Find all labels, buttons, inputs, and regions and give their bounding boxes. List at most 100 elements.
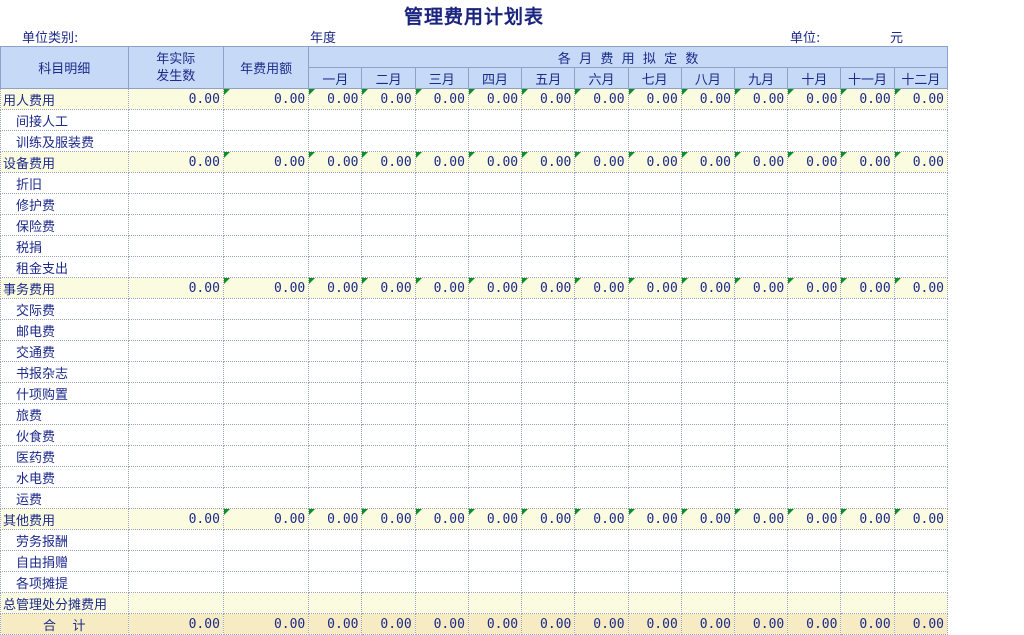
value-cell[interactable] bbox=[414, 592, 469, 614]
value-cell[interactable] bbox=[787, 592, 842, 614]
value-cell[interactable] bbox=[574, 256, 629, 278]
value-cell[interactable]: 0.00 bbox=[840, 151, 895, 173]
value-cell[interactable] bbox=[467, 130, 523, 152]
value-cell[interactable] bbox=[467, 382, 523, 404]
value-cell[interactable] bbox=[361, 298, 416, 320]
value-cell[interactable] bbox=[627, 130, 682, 152]
value-cell[interactable] bbox=[680, 319, 736, 341]
value-cell[interactable] bbox=[127, 214, 224, 236]
value-cell[interactable]: 0.00 bbox=[734, 277, 789, 299]
value-cell[interactable]: 0.00 bbox=[840, 508, 895, 530]
value-cell[interactable]: 0.00 bbox=[361, 277, 416, 299]
value-cell[interactable] bbox=[521, 466, 576, 488]
value-cell[interactable] bbox=[627, 193, 682, 215]
value-cell[interactable] bbox=[734, 571, 789, 593]
value-cell[interactable] bbox=[361, 445, 416, 467]
value-cell[interactable] bbox=[893, 382, 949, 404]
value-cell[interactable] bbox=[222, 382, 310, 404]
value-cell[interactable] bbox=[840, 130, 895, 152]
header-month-4[interactable]: 四月 bbox=[467, 67, 523, 89]
value-cell[interactable] bbox=[222, 403, 310, 425]
value-cell[interactable] bbox=[308, 340, 363, 362]
value-cell[interactable] bbox=[414, 256, 469, 278]
value-cell[interactable] bbox=[574, 193, 629, 215]
value-cell[interactable] bbox=[308, 361, 363, 383]
value-cell[interactable] bbox=[361, 319, 416, 341]
value-cell[interactable] bbox=[787, 340, 842, 362]
value-cell[interactable] bbox=[414, 340, 469, 362]
value-cell[interactable] bbox=[787, 529, 842, 551]
value-cell[interactable] bbox=[734, 214, 789, 236]
value-cell[interactable] bbox=[222, 592, 310, 614]
value-cell[interactable] bbox=[521, 298, 576, 320]
value-cell[interactable] bbox=[467, 445, 523, 467]
value-cell[interactable] bbox=[308, 172, 363, 194]
value-cell[interactable] bbox=[467, 109, 523, 131]
value-cell[interactable]: 0.00 bbox=[414, 508, 469, 530]
value-cell[interactable] bbox=[680, 172, 736, 194]
value-cell[interactable] bbox=[308, 403, 363, 425]
value-cell[interactable] bbox=[127, 340, 224, 362]
value-cell[interactable] bbox=[627, 214, 682, 236]
value-cell[interactable] bbox=[627, 424, 682, 446]
header-monthly-group[interactable]: 各 月 费 用 拟 定 数 bbox=[308, 46, 948, 68]
value-cell[interactable] bbox=[574, 214, 629, 236]
value-cell[interactable] bbox=[734, 109, 789, 131]
row-label[interactable]: 医药费 bbox=[0, 445, 129, 467]
header-month-1[interactable]: 一月 bbox=[308, 67, 363, 89]
value-cell[interactable] bbox=[734, 256, 789, 278]
value-cell[interactable] bbox=[414, 172, 469, 194]
value-cell[interactable] bbox=[627, 256, 682, 278]
value-cell[interactable] bbox=[361, 487, 416, 509]
row-label[interactable]: 税捐 bbox=[0, 235, 129, 257]
value-cell[interactable] bbox=[414, 529, 469, 551]
value-cell[interactable]: 0.00 bbox=[308, 613, 363, 635]
value-cell[interactable] bbox=[467, 340, 523, 362]
value-cell[interactable] bbox=[893, 130, 949, 152]
value-cell[interactable] bbox=[414, 361, 469, 383]
value-cell[interactable] bbox=[574, 235, 629, 257]
value-cell[interactable]: 0.00 bbox=[787, 88, 842, 110]
value-cell[interactable] bbox=[574, 592, 629, 614]
row-label[interactable]: 邮电费 bbox=[0, 319, 129, 341]
value-cell[interactable] bbox=[521, 550, 576, 572]
value-cell[interactable] bbox=[627, 235, 682, 257]
value-cell[interactable] bbox=[787, 235, 842, 257]
value-cell[interactable] bbox=[627, 466, 682, 488]
value-cell[interactable]: 0.00 bbox=[680, 277, 736, 299]
value-cell[interactable] bbox=[574, 361, 629, 383]
row-label[interactable]: 旅费 bbox=[0, 403, 129, 425]
value-cell[interactable] bbox=[734, 319, 789, 341]
value-cell[interactable] bbox=[308, 256, 363, 278]
value-cell[interactable]: 0.00 bbox=[361, 151, 416, 173]
value-cell[interactable] bbox=[127, 256, 224, 278]
value-cell[interactable] bbox=[893, 550, 949, 572]
value-cell[interactable] bbox=[574, 571, 629, 593]
value-cell[interactable] bbox=[734, 361, 789, 383]
value-cell[interactable] bbox=[127, 487, 224, 509]
value-cell[interactable]: 0.00 bbox=[627, 151, 682, 173]
value-cell[interactable] bbox=[521, 487, 576, 509]
value-cell[interactable]: 0.00 bbox=[680, 613, 736, 635]
value-cell[interactable] bbox=[840, 256, 895, 278]
value-cell[interactable] bbox=[627, 298, 682, 320]
value-cell[interactable] bbox=[627, 445, 682, 467]
value-cell[interactable] bbox=[222, 235, 310, 257]
row-label[interactable]: 水电费 bbox=[0, 466, 129, 488]
value-cell[interactable] bbox=[574, 340, 629, 362]
value-cell[interactable] bbox=[734, 403, 789, 425]
value-cell[interactable] bbox=[893, 487, 949, 509]
row-label[interactable]: 劳务报酬 bbox=[0, 529, 129, 551]
value-cell[interactable] bbox=[222, 571, 310, 593]
value-cell[interactable] bbox=[414, 445, 469, 467]
value-cell[interactable] bbox=[840, 298, 895, 320]
value-cell[interactable] bbox=[574, 298, 629, 320]
value-cell[interactable] bbox=[361, 571, 416, 593]
header-actual[interactable]: 年实际 发生数 bbox=[127, 46, 224, 89]
row-label[interactable]: 各项摊提 bbox=[0, 571, 129, 593]
value-cell[interactable] bbox=[680, 403, 736, 425]
value-cell[interactable] bbox=[222, 256, 310, 278]
row-label[interactable]: 书报杂志 bbox=[0, 361, 129, 383]
value-cell[interactable] bbox=[222, 214, 310, 236]
value-cell[interactable] bbox=[222, 529, 310, 551]
